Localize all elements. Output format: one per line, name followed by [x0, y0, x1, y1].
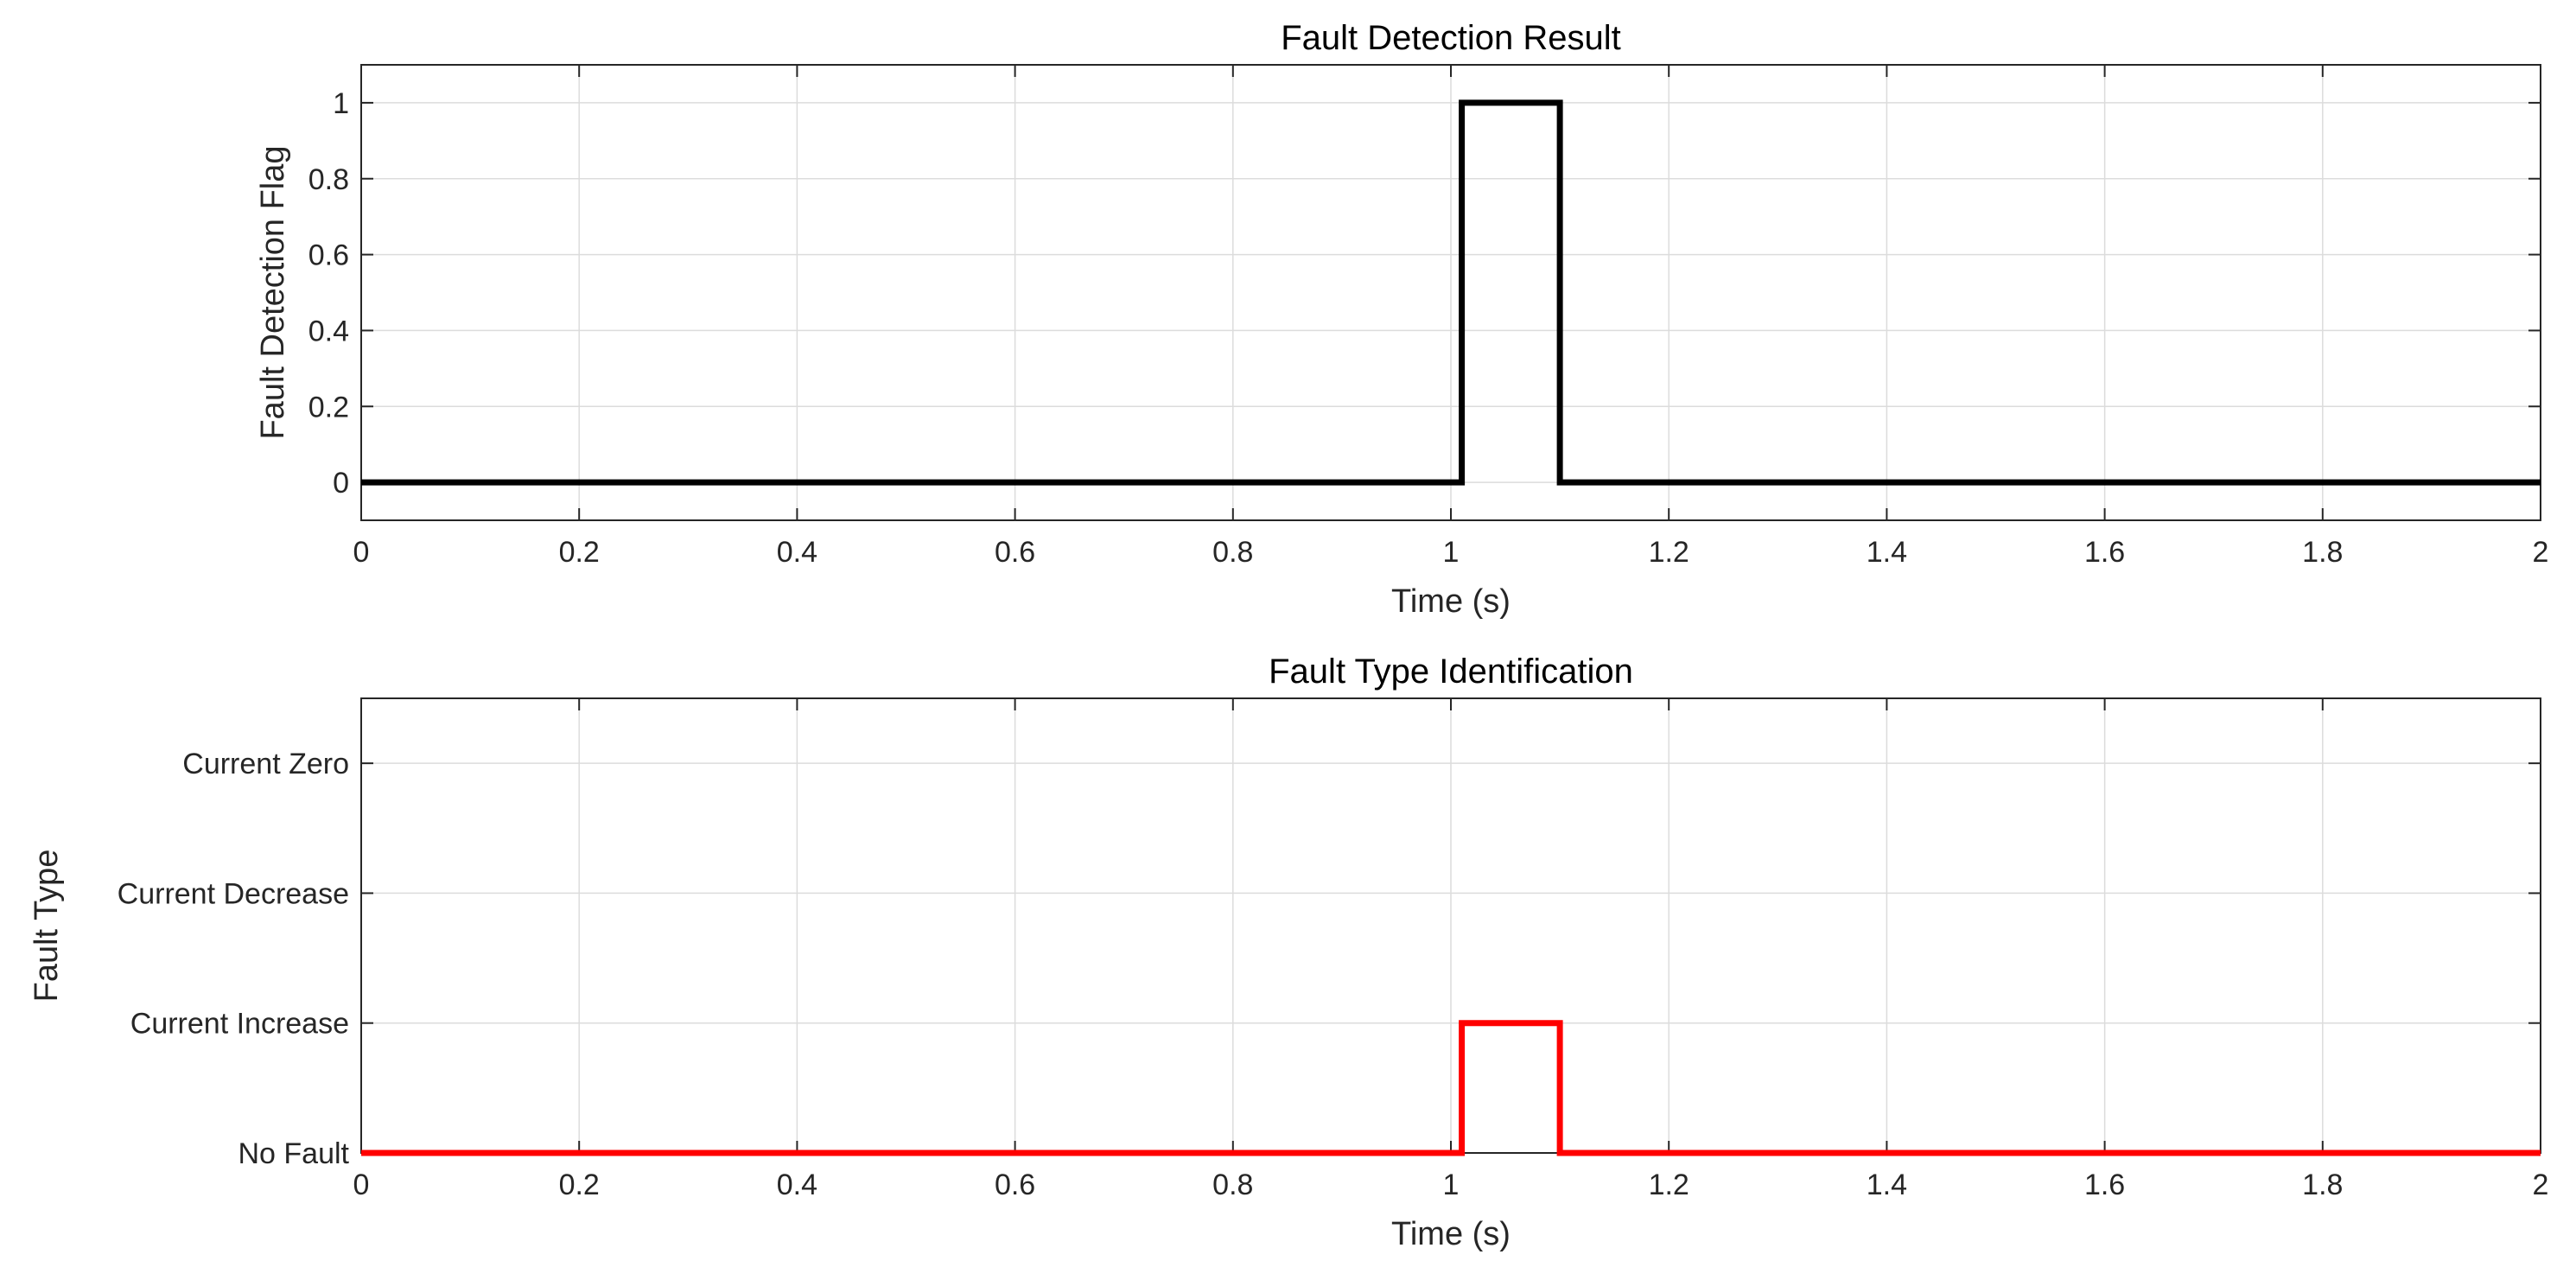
chart-1-y-axis-label: Fault Detection Flag [255, 145, 291, 439]
chart-2-y-tick-label: Current Increase [130, 1008, 349, 1041]
chart-2-y-tick-label: Current Decrease [118, 877, 349, 910]
chart-1-y-tick-label: 1 [333, 87, 349, 120]
chart-2-y-tick-label: Current Zero [182, 748, 349, 780]
chart-1-x-tick-label: 0 [353, 536, 370, 569]
chart-1-x-tick-label: 1.2 [1649, 536, 1689, 569]
chart-2-x-tick-label: 0 [353, 1169, 370, 1201]
chart-1-x-tick-label: 0.6 [995, 536, 1035, 569]
chart-1-y-tick-label: 0.8 [308, 163, 349, 196]
chart-1-x-tick-label: 1.8 [2302, 536, 2343, 569]
chart-2-x-tick-label: 2 [2533, 1169, 2549, 1201]
chart-1-x-tick-label: 1.6 [2084, 536, 2125, 569]
chart-1-title: Fault Detection Result [1281, 19, 1621, 57]
chart-2-x-tick-label: 0.8 [1212, 1169, 1253, 1201]
chart-2-x-tick-label: 0.4 [777, 1169, 817, 1201]
chart-1-x-tick-label: 0.8 [1212, 536, 1253, 569]
chart-1-x-tick-label: 1 [1443, 536, 1460, 569]
chart-2-title: Fault Type Identification [1269, 653, 1633, 691]
chart-1-x-tick-label: 1.4 [1867, 536, 1907, 569]
chart-2-series-line [361, 1020, 2541, 1156]
chart-1-y-tick-label: 0.6 [308, 239, 349, 272]
chart-1-x-axis-label: Time (s) [1391, 583, 1511, 620]
chart-1-x-tick-label: 2 [2533, 536, 2549, 569]
chart-2-x-tick-label: 1.4 [1867, 1169, 1907, 1201]
chart-1-series-line [361, 99, 2541, 486]
chart-2-x-tick-label: 1 [1443, 1169, 1460, 1201]
chart-2-x-tick-label: 0.2 [559, 1169, 600, 1201]
chart-2-x-tick-label: 0.6 [995, 1169, 1035, 1201]
chart-1-y-tick-label: 0.4 [308, 315, 349, 347]
chart-2-x-tick-label: 1.2 [1649, 1169, 1689, 1201]
chart-1-x-tick-label: 0.4 [777, 536, 817, 569]
chart-2-y-tick-label: No Fault [239, 1137, 350, 1170]
chart-2-y-axis-label: Fault Type [29, 850, 65, 1003]
chart-1-y-tick-label: 0 [333, 467, 349, 500]
chart-2-x-axis-label: Time (s) [1391, 1216, 1511, 1252]
chart-2-x-tick-label: 1.8 [2302, 1169, 2343, 1201]
chart-2-x-tick-label: 1.6 [2084, 1169, 2125, 1201]
chart-1-y-tick-label: 0.2 [308, 391, 349, 423]
chart-1-x-tick-label: 0.2 [559, 536, 600, 569]
